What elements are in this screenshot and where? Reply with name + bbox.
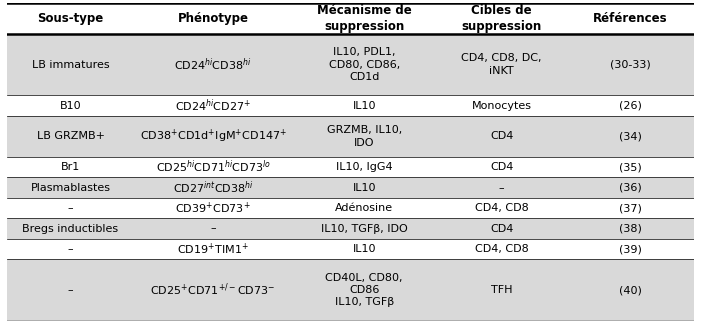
Text: B10: B10 <box>60 101 81 111</box>
Bar <box>7 239 694 259</box>
Text: IL10: IL10 <box>353 244 376 254</box>
Text: (36): (36) <box>619 183 642 192</box>
Text: CD38$^{+}$CD1d$^{+}$IgM$^{+}$CD147$^{+}$: CD38$^{+}$CD1d$^{+}$IgM$^{+}$CD147$^{+}$ <box>139 128 287 145</box>
Text: IL10: IL10 <box>353 183 376 192</box>
Bar <box>7 116 694 157</box>
Text: (37): (37) <box>619 203 642 213</box>
Text: (39): (39) <box>619 244 642 254</box>
Bar <box>7 218 694 239</box>
Text: Adénosine: Adénosine <box>335 203 393 213</box>
Text: (30-33): (30-33) <box>610 60 651 70</box>
Bar <box>7 34 694 96</box>
Text: CD24$^{hi}$CD27$^{+}$: CD24$^{hi}$CD27$^{+}$ <box>175 98 251 114</box>
Text: Sous-type: Sous-type <box>37 12 104 25</box>
Text: IL10, IgG4: IL10, IgG4 <box>336 162 393 172</box>
Text: –: – <box>68 203 74 213</box>
Text: IL10, PDL1,
CD80, CD86,
CD1d: IL10, PDL1, CD80, CD86, CD1d <box>329 47 400 82</box>
Text: Monocytes: Monocytes <box>472 101 531 111</box>
Bar <box>7 198 694 218</box>
Text: Mécanisme de
suppression: Mécanisme de suppression <box>317 4 411 33</box>
Text: CD4: CD4 <box>490 224 513 234</box>
Text: CD24$^{hi}$CD38$^{hi}$: CD24$^{hi}$CD38$^{hi}$ <box>175 56 252 73</box>
Text: CD27$^{int}$CD38$^{hi}$: CD27$^{int}$CD38$^{hi}$ <box>172 179 254 196</box>
Text: (26): (26) <box>619 101 642 111</box>
Text: IL10: IL10 <box>353 101 376 111</box>
Text: CD40L, CD80,
CD86
IL10, TGFβ: CD40L, CD80, CD86 IL10, TGFβ <box>325 272 403 307</box>
Text: Bregs inductibles: Bregs inductibles <box>22 224 118 234</box>
Text: LB GRZMB+: LB GRZMB+ <box>36 132 104 141</box>
Text: TFH: TFH <box>491 285 512 295</box>
Text: CD19$^{+}$TIM1$^{+}$: CD19$^{+}$TIM1$^{+}$ <box>177 241 249 257</box>
Text: IL10, TGFβ, IDO: IL10, TGFβ, IDO <box>321 224 407 234</box>
Text: CD39$^{+}$CD73$^{+}$: CD39$^{+}$CD73$^{+}$ <box>175 201 251 216</box>
Text: –: – <box>210 224 216 234</box>
Bar <box>7 259 694 321</box>
Text: CD25$^{hi}$CD71$^{hi}$CD73$^{lo}$: CD25$^{hi}$CD71$^{hi}$CD73$^{lo}$ <box>156 159 271 175</box>
Bar <box>7 177 694 198</box>
Text: Phénotype: Phénotype <box>177 12 249 25</box>
Text: CD4, CD8: CD4, CD8 <box>475 203 529 213</box>
Bar <box>7 157 694 177</box>
Text: Références: Références <box>593 12 668 25</box>
Text: Cibles de
suppression: Cibles de suppression <box>461 4 542 33</box>
Text: CD25$^{+}$CD71$^{+/-}$CD73$^{-}$: CD25$^{+}$CD71$^{+/-}$CD73$^{-}$ <box>151 282 275 298</box>
Text: CD4, CD8: CD4, CD8 <box>475 244 529 254</box>
Bar <box>7 96 694 116</box>
Text: CD4: CD4 <box>490 132 513 141</box>
Text: (34): (34) <box>619 132 642 141</box>
Text: LB immatures: LB immatures <box>32 60 109 70</box>
Text: –: – <box>499 183 505 192</box>
Text: –: – <box>68 244 74 254</box>
Bar <box>7 3 694 34</box>
Text: (40): (40) <box>619 285 642 295</box>
Text: (35): (35) <box>619 162 642 172</box>
Text: CD4: CD4 <box>490 162 513 172</box>
Text: Plasmablastes: Plasmablastes <box>31 183 111 192</box>
Text: –: – <box>68 285 74 295</box>
Text: CD4, CD8, DC,
iNKT: CD4, CD8, DC, iNKT <box>461 53 542 76</box>
Text: GRZMB, IL10,
IDO: GRZMB, IL10, IDO <box>327 125 402 148</box>
Text: Br1: Br1 <box>61 162 80 172</box>
Text: (38): (38) <box>619 224 642 234</box>
